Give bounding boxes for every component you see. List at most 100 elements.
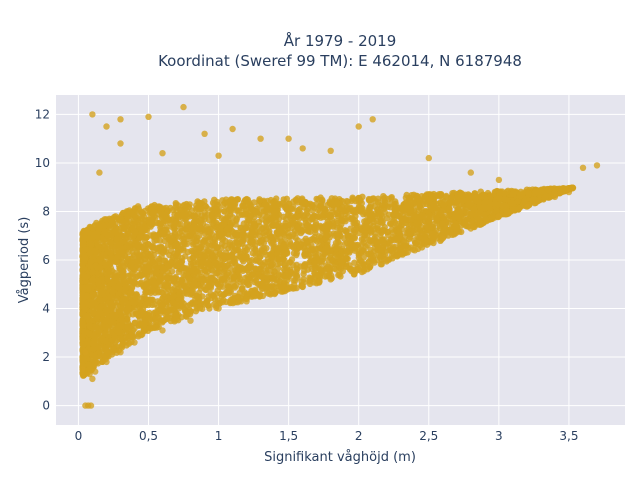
data-point bbox=[181, 201, 188, 209]
data-point bbox=[104, 307, 112, 315]
data-point bbox=[130, 299, 138, 307]
data-point bbox=[193, 293, 200, 300]
data-point bbox=[134, 218, 141, 225]
data-point bbox=[84, 313, 91, 320]
data-point bbox=[338, 215, 345, 222]
data-point bbox=[366, 237, 374, 245]
data-point bbox=[213, 198, 221, 206]
data-point bbox=[234, 267, 242, 274]
data-point bbox=[439, 220, 446, 227]
data-point bbox=[102, 259, 109, 267]
data-point bbox=[111, 274, 118, 281]
data-point bbox=[201, 230, 209, 237]
data-point bbox=[135, 333, 142, 340]
data-point bbox=[152, 270, 159, 277]
data-point bbox=[131, 278, 138, 286]
data-point bbox=[183, 290, 190, 297]
data-point bbox=[349, 216, 357, 223]
data-point bbox=[468, 211, 476, 218]
data-point bbox=[404, 229, 412, 237]
data-point bbox=[181, 240, 188, 248]
data-point bbox=[255, 257, 262, 265]
data-point bbox=[332, 245, 340, 252]
data-point bbox=[115, 282, 123, 289]
data-point bbox=[328, 261, 335, 268]
data-point bbox=[138, 272, 145, 279]
data-point bbox=[250, 199, 258, 206]
data-point bbox=[293, 251, 300, 259]
data-point bbox=[313, 253, 320, 260]
data-point bbox=[149, 209, 157, 217]
data-point bbox=[183, 268, 190, 275]
data-point bbox=[445, 205, 453, 212]
data-point bbox=[89, 268, 96, 275]
data-point bbox=[210, 244, 217, 251]
data-point bbox=[259, 236, 266, 244]
data-point bbox=[412, 241, 419, 248]
data-point bbox=[358, 200, 365, 207]
data-point bbox=[94, 234, 102, 241]
data-point bbox=[392, 200, 399, 207]
data-point bbox=[116, 265, 124, 272]
data-point bbox=[191, 212, 198, 219]
data-point bbox=[287, 266, 294, 274]
data-point bbox=[306, 274, 313, 281]
data-point bbox=[355, 194, 363, 202]
data-point bbox=[200, 239, 207, 246]
data-point bbox=[260, 229, 267, 237]
data-point bbox=[274, 260, 281, 268]
data-point bbox=[342, 228, 349, 235]
data-point bbox=[263, 218, 270, 225]
data-point bbox=[375, 211, 383, 218]
data-point bbox=[302, 248, 309, 255]
data-point bbox=[402, 194, 410, 201]
data-point bbox=[430, 201, 438, 208]
data-point bbox=[195, 199, 202, 206]
data-point bbox=[351, 259, 358, 266]
data-point bbox=[379, 196, 387, 203]
data-point bbox=[300, 214, 307, 221]
data-point bbox=[324, 248, 332, 256]
data-point bbox=[146, 274, 153, 281]
data-point bbox=[212, 270, 219, 277]
data-point bbox=[509, 190, 517, 198]
data-point bbox=[430, 239, 437, 247]
data-point bbox=[316, 243, 323, 250]
data-point bbox=[268, 220, 275, 228]
data-point bbox=[90, 332, 97, 340]
data-point bbox=[255, 271, 262, 278]
data-point bbox=[408, 192, 415, 199]
data-point bbox=[160, 257, 168, 264]
data-point bbox=[109, 215, 116, 222]
data-point bbox=[458, 228, 465, 236]
data-point bbox=[214, 210, 221, 218]
data-point bbox=[186, 301, 194, 308]
data-point bbox=[96, 256, 104, 263]
data-point bbox=[329, 201, 336, 208]
data-point bbox=[395, 220, 402, 228]
data-point bbox=[252, 246, 259, 254]
data-point bbox=[167, 311, 174, 318]
data-point bbox=[231, 284, 239, 291]
data-point bbox=[129, 265, 137, 272]
data-point bbox=[296, 205, 303, 213]
data-point bbox=[367, 215, 374, 223]
data-point bbox=[123, 218, 130, 226]
data-point bbox=[244, 281, 252, 289]
data-point bbox=[213, 223, 221, 231]
data-point bbox=[237, 294, 244, 301]
data-point bbox=[235, 241, 243, 248]
data-point bbox=[157, 220, 164, 228]
data-point bbox=[280, 242, 287, 250]
data-point bbox=[200, 283, 207, 290]
data-point bbox=[118, 342, 126, 350]
data-point bbox=[89, 340, 97, 347]
data-point bbox=[362, 223, 369, 231]
data-point bbox=[269, 274, 276, 282]
data-point bbox=[364, 266, 371, 273]
data-point bbox=[186, 201, 193, 208]
data-point bbox=[283, 195, 290, 202]
data-point bbox=[322, 206, 329, 213]
data-point bbox=[298, 196, 305, 204]
